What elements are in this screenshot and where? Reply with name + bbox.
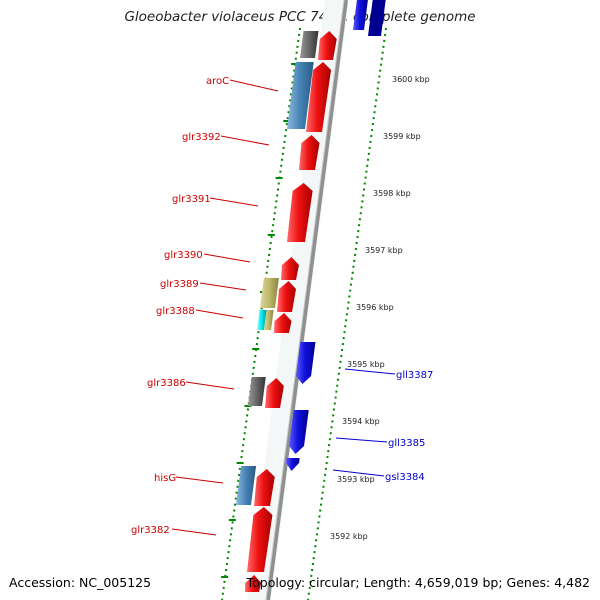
gene-label-glr3386: glr3386 <box>147 378 186 389</box>
forward-gene-arrow[interactable] <box>277 281 296 312</box>
scale-label: 3597 kbp <box>365 246 403 255</box>
scale-label: 3598 kbp <box>373 189 411 198</box>
map-title: Gloeobacter violaceus PCC 7421, complete… <box>124 9 476 25</box>
backbone-highlight <box>265 0 345 600</box>
forward-gene-arrow[interactable] <box>306 62 332 132</box>
gene-label-gll3385: gll3385 <box>388 438 425 449</box>
forward-gene-arrow[interactable] <box>247 507 273 572</box>
gene-label-aroC: aroC <box>206 76 229 87</box>
scale-label: 3592 kbp <box>330 532 368 541</box>
forward-gene-arrow[interactable] <box>318 31 337 60</box>
reverse-gene-arrow[interactable] <box>286 458 300 471</box>
gene-label-glr3389: glr3389 <box>160 279 199 290</box>
scale-label: 3594 kbp <box>342 417 380 426</box>
forward-gene-arrow[interactable] <box>281 257 299 280</box>
gene-label-glr3392: glr3392 <box>182 132 221 143</box>
scale-label: 3596 kbp <box>356 303 394 312</box>
outer-ruler <box>307 27 387 600</box>
reverse-gene-arrow[interactable] <box>368 0 386 36</box>
gene-label-leader <box>332 469 385 477</box>
gene-label-glr3391: glr3391 <box>172 194 211 205</box>
forward-gene-arrow[interactable] <box>287 183 313 242</box>
scale-label: 3599 kbp <box>383 132 421 141</box>
gene-label-leader <box>344 368 396 375</box>
topology-text: Topology: circular; Length: 4,659,019 bp… <box>246 575 590 590</box>
gene-feature-gray[interactable] <box>300 31 319 58</box>
gene-feature-steel[interactable] <box>236 466 257 505</box>
gene-label-leader <box>199 282 247 291</box>
gene-feature-khaki[interactable] <box>264 310 274 330</box>
backbone <box>266 0 348 600</box>
scale-label: 3593 kbp <box>337 475 375 484</box>
forward-gene-arrow[interactable] <box>274 313 292 333</box>
gene-feature-gray[interactable] <box>248 377 266 406</box>
backbone-track-light <box>247 0 349 600</box>
gene-label-leader <box>203 253 251 263</box>
gene-label-leader <box>175 476 224 484</box>
gene-feature-khaki[interactable] <box>260 278 279 308</box>
gene-label-leader <box>229 79 279 92</box>
gene-features <box>236 0 386 592</box>
forward-gene-arrow[interactable] <box>299 135 320 170</box>
gene-feature-cyan[interactable] <box>257 310 267 330</box>
gene-label-leader <box>220 135 270 146</box>
gene-feature-steel[interactable] <box>287 62 314 129</box>
reverse-gene-arrow[interactable] <box>353 0 368 30</box>
gene-label-leader <box>209 197 259 207</box>
gene-label-leader <box>335 437 388 443</box>
gene-label-gll3387: gll3387 <box>396 370 433 381</box>
gene-label-glr3382: glr3382 <box>131 525 170 536</box>
gene-label-leader <box>185 381 235 390</box>
scale-label: 3595 kbp <box>347 360 385 369</box>
gene-label-glr3388: glr3388 <box>156 306 195 317</box>
forward-gene-arrow[interactable] <box>245 575 262 592</box>
gene-label-leader <box>171 528 217 536</box>
reverse-gene-arrow[interactable] <box>296 342 316 384</box>
gene-label-leader <box>195 309 244 319</box>
gene-label-hisG: hisG <box>154 473 176 484</box>
forward-gene-arrow[interactable] <box>265 378 284 408</box>
reverse-gene-arrow[interactable] <box>289 410 309 454</box>
forward-gene-arrow[interactable] <box>254 469 275 506</box>
gene-label-gsl3384: gsl3384 <box>385 472 425 483</box>
scale-label: 3600 kbp <box>392 75 430 84</box>
accession-text: Accession: NC_005125 <box>9 575 152 590</box>
scale-labels: 3600 kbp 3599 kbp 3598 kbp 3597 kbp 3596 kbp… <box>330 75 430 541</box>
gene-labels: aroC glr3392 glr3391 glr3390 glr3389 glr3388 g… <box>131 76 433 536</box>
gene-label-glr3390: glr3390 <box>164 250 203 261</box>
